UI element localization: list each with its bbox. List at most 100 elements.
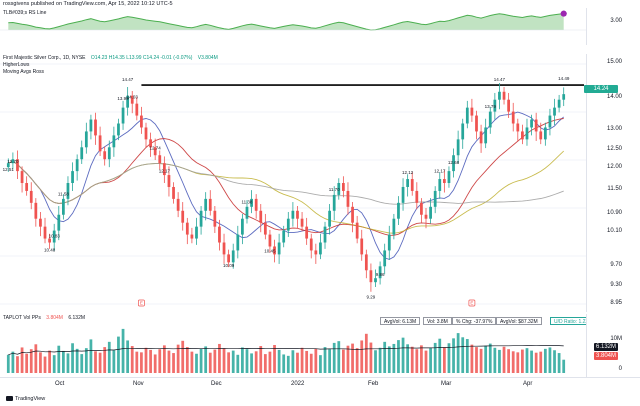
price-annotation: 12.74: [150, 146, 162, 151]
candle-body: [66, 183, 70, 199]
volume-bar: [263, 354, 267, 373]
candle-body: [410, 179, 414, 191]
candle-body: [369, 270, 373, 283]
volume-bar: [378, 347, 382, 373]
price-annotation: 12.12: [402, 170, 414, 175]
volume-bar: [48, 350, 51, 373]
price-scale-label: 12.50: [606, 146, 622, 152]
volume-bar: [387, 346, 391, 373]
volume-bar: [254, 351, 258, 373]
tradingview-footer[interactable]: TradingView: [0, 393, 640, 406]
candle-body: [259, 210, 263, 223]
candle-body: [442, 179, 446, 184]
price-panel[interactable]: 12.74 10.45 13.79 12.51 14.47 12.68 10.48 11.58…: [0, 54, 640, 312]
volume-panel[interactable]: TAPLOT Vol PPs 3.804M 6.132M AvgVol: 6.1…: [0, 314, 640, 377]
indicator-legend-higherlows[interactable]: HigherLows: [3, 62, 30, 68]
volume-bar: [433, 342, 437, 373]
price-annotation: 10.09: [223, 263, 235, 268]
time-label: Mar: [441, 381, 452, 387]
price-annotation: 11.70: [329, 187, 340, 192]
volume-bar: [231, 350, 235, 373]
price-annotation: 10.83: [49, 233, 61, 238]
volume-chart: [6, 328, 566, 373]
candle-body: [438, 179, 442, 191]
volume-bar: [543, 348, 547, 373]
candle-body: [190, 234, 194, 239]
ohlc-values: O14.23 H14.35 L13.99 C14.24 -0.01 (-0.07…: [90, 55, 193, 61]
candle-body: [319, 242, 322, 255]
volume-bar: [286, 355, 290, 373]
volume-bar: [337, 341, 341, 373]
volume-bar: [16, 356, 19, 373]
rs-line-panel[interactable]: TLB#039;s RS Line 3.00: [0, 8, 640, 45]
candle-body: [39, 218, 42, 227]
time-label: Oct: [55, 381, 65, 387]
volume-bar: [89, 339, 93, 373]
candle-body: [332, 194, 336, 211]
volume-bar: [227, 352, 230, 373]
rs-line: [8, 13, 564, 31]
volume-bar: [6, 354, 10, 373]
earnings-marker: [138, 299, 145, 307]
candle-body: [286, 218, 290, 231]
volume-bar: [406, 344, 410, 373]
volume-bar: [479, 348, 483, 373]
price-scale[interactable]: 15.00 14.00 13.00 12.50 12.00 11.50 10.9…: [586, 54, 640, 312]
price-scale-label: 9.30: [610, 282, 622, 288]
candle-body: [57, 214, 61, 231]
volume-bar: [498, 349, 501, 373]
candle-body: [208, 198, 212, 211]
volume-bar: [319, 355, 322, 373]
candle-body: [11, 159, 15, 164]
candle-body: [364, 254, 368, 271]
candle-body: [199, 210, 203, 227]
candle-body: [479, 131, 483, 144]
volume-bar: [507, 349, 510, 373]
candle-body: [172, 186, 175, 199]
volume-bar: [420, 345, 423, 373]
candle-body: [530, 119, 533, 128]
candle-body: [300, 218, 304, 227]
candle-body: [89, 119, 93, 132]
symbol-title: First Majestic Silver Corp., 1D, NYSE: [3, 55, 86, 61]
volume-bar: [185, 347, 189, 373]
price-annotation: 14.03: [127, 94, 139, 99]
time-label: Feb: [368, 381, 379, 387]
volume-bar: [475, 347, 478, 373]
price-scale-label: 9.70: [610, 262, 622, 268]
volume-bar: [323, 347, 327, 373]
rs-price-scale[interactable]: 3.00: [586, 8, 640, 45]
candle-body: [250, 198, 253, 207]
candle-body: [488, 111, 492, 128]
candle-body: [328, 210, 331, 227]
candle-body: [452, 155, 455, 172]
indicator-legend-moving-avgs[interactable]: Moving Avgs Ross: [3, 69, 45, 75]
volume-bar: [80, 354, 84, 373]
volume-bar: [176, 344, 180, 373]
price-annotation: 12.17: [434, 168, 446, 173]
candle-body: [245, 206, 249, 219]
volume-legend-value-red: 3.804M: [46, 315, 63, 321]
volume-bar: [259, 346, 263, 373]
volume-bar: [401, 337, 405, 373]
candle-body: [277, 242, 281, 255]
candle-body: [346, 190, 350, 207]
moving-average-line: [8, 160, 564, 205]
vol-stat: Vol: 3.8M: [423, 317, 452, 325]
volume-bar: [392, 343, 396, 373]
volume-bar: [25, 353, 29, 373]
avg-vol-stat: AvgVol: 6.13M: [380, 317, 421, 325]
volume-bar: [374, 350, 377, 373]
candle-body: [314, 250, 318, 255]
volume-bar: [130, 346, 134, 373]
candle-body: [107, 147, 111, 160]
candle-body: [130, 95, 134, 104]
candle-body: [502, 91, 506, 100]
price-annotation: 14.47: [122, 77, 134, 82]
candle-body: [254, 198, 258, 211]
candle-body: [121, 107, 125, 124]
time-axis[interactable]: Oct Nov Dec 2022 Feb Mar Apr: [0, 377, 640, 393]
volume-bar: [328, 349, 331, 373]
volume-bar: [277, 349, 281, 373]
volume-bar: [144, 347, 148, 373]
